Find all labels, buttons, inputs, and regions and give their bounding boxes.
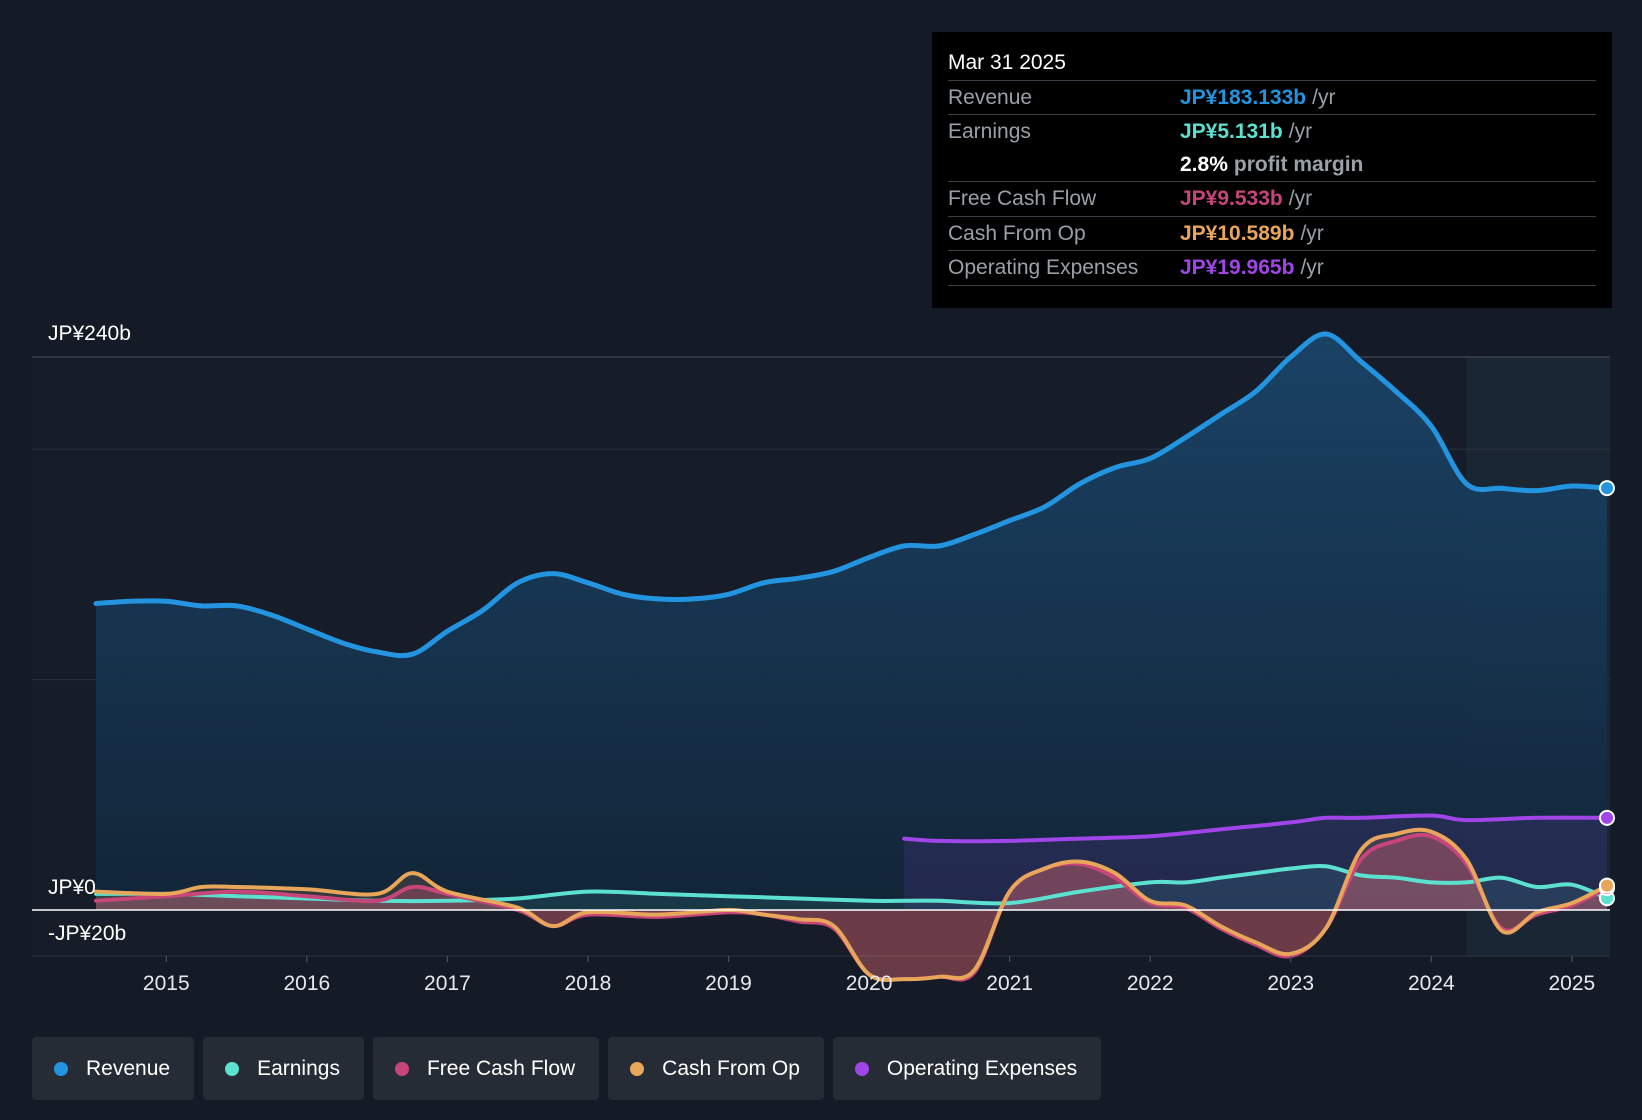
tooltip-fcf-value: JP¥9.533b <box>1180 187 1283 210</box>
tooltip-row-earnings: Earnings JP¥5.131b /yr <box>948 115 1596 148</box>
y-label-min: -JP¥20b <box>48 922 126 945</box>
x-tick-label: 2024 <box>1408 972 1455 995</box>
operating-expenses-end-dot[interactable] <box>1599 809 1615 826</box>
revenue-end-dot[interactable] <box>1599 480 1615 497</box>
tooltip-margin-value: 2.8% <box>1180 152 1228 176</box>
legend-revenue-label: Revenue <box>86 1056 171 1080</box>
tooltip-cfo-unit: /yr <box>1300 221 1324 245</box>
revenue-line <box>93 331 1610 659</box>
cash-from-op-line <box>94 827 1609 982</box>
tooltip-earnings-value: JP¥5.131b <box>1180 119 1283 143</box>
chart-area: 2015 2016 2017 2018 2019 2020 2021 2022 2023 2024… <box>32 322 1615 995</box>
x-axis-ticks: 2015 2016 2017 2018 2019 2020 2021 2022 2023 2024… <box>143 956 1595 995</box>
series-lines <box>93 331 1610 982</box>
tooltip-panel: Mar 31 2025 Revenue JP¥183.133b /yr Earn… <box>932 32 1612 308</box>
legend-dot-revenue-icon <box>54 1061 68 1076</box>
legend-cash-from-op[interactable]: Cash From Op <box>608 1037 824 1100</box>
tooltip-earnings-label: Earnings <box>948 119 1031 143</box>
legend-dot-earnings-icon <box>225 1061 240 1076</box>
x-tick-label: 2020 <box>846 972 893 995</box>
tooltip-row-opex: Operating Expenses JP¥19.965b /yr <box>948 251 1596 286</box>
earnings-line <box>94 863 1609 906</box>
tooltip-cfo-value: JP¥10.589b <box>1180 221 1295 245</box>
operating-expenses-line <box>902 813 1609 844</box>
tooltip-row-cfo: Cash From Op JP¥10.589b /yr <box>948 217 1596 251</box>
tooltip-opex-label: Operating Expenses <box>948 256 1139 279</box>
tooltip-row-revenue: Revenue JP¥183.133b /yr <box>948 81 1596 115</box>
y-label-zero: JP¥0 <box>48 876 96 899</box>
x-tick-label: 2022 <box>1127 972 1174 995</box>
tooltip-earnings-unit: /yr <box>1288 119 1313 143</box>
x-tick-label: 2016 <box>283 972 330 995</box>
tooltip-cfo-label: Cash From Op <box>948 221 1086 245</box>
tooltip-revenue-label: Revenue <box>948 85 1033 109</box>
tooltip-date: Mar 31 2025 <box>948 46 1596 81</box>
tooltip-fcf-unit: /yr <box>1288 187 1313 210</box>
x-tick-label: 2017 <box>424 972 471 995</box>
legend-free-cash-flow[interactable]: Free Cash Flow <box>372 1037 600 1100</box>
revenue-area <box>96 333 1607 910</box>
legend-opex-label: Operating Expenses <box>886 1056 1078 1080</box>
x-tick-label: 2015 <box>143 972 190 995</box>
tooltip-row-margin: 2.8% profit margin <box>948 148 1596 182</box>
x-tick-label: 2021 <box>986 972 1033 995</box>
legend-revenue[interactable]: Revenue <box>32 1037 195 1100</box>
tooltip-fcf-label: Free Cash Flow <box>948 187 1097 210</box>
x-tick-label: 2018 <box>565 972 612 995</box>
legend-earnings-label: Earnings <box>257 1056 340 1080</box>
legend-earnings[interactable]: Earnings <box>203 1037 364 1100</box>
cash-from-op-end-dot[interactable] <box>1599 877 1615 894</box>
legend-cfo-label: Cash From Op <box>662 1056 800 1080</box>
legend-operating-expenses[interactable]: Operating Expenses <box>832 1037 1102 1100</box>
x-tick-label: 2025 <box>1549 972 1596 995</box>
tooltip-opex-unit: /yr <box>1300 256 1324 279</box>
legend-dot-fcf-icon <box>394 1061 409 1076</box>
y-label-max: JP¥240b <box>48 322 131 345</box>
legend-dot-cfo-icon <box>630 1061 645 1076</box>
tooltip-row-fcf: Free Cash Flow JP¥9.533b /yr <box>948 182 1596 217</box>
tooltip-opex-value: JP¥19.965b <box>1180 256 1295 279</box>
tooltip-margin-label: profit margin <box>1233 152 1364 176</box>
tooltip-revenue-unit: /yr <box>1312 85 1336 109</box>
legend: Revenue Earnings Free Cash Flow Cash Fro… <box>32 1037 1102 1100</box>
x-tick-label: 2023 <box>1267 972 1314 995</box>
legend-fcf-label: Free Cash Flow <box>426 1056 576 1080</box>
legend-dot-opex-icon <box>854 1061 869 1076</box>
series-end-dots <box>1599 480 1615 907</box>
x-tick-label: 2019 <box>705 972 752 995</box>
tooltip-revenue-value: JP¥183.133b <box>1180 85 1307 109</box>
